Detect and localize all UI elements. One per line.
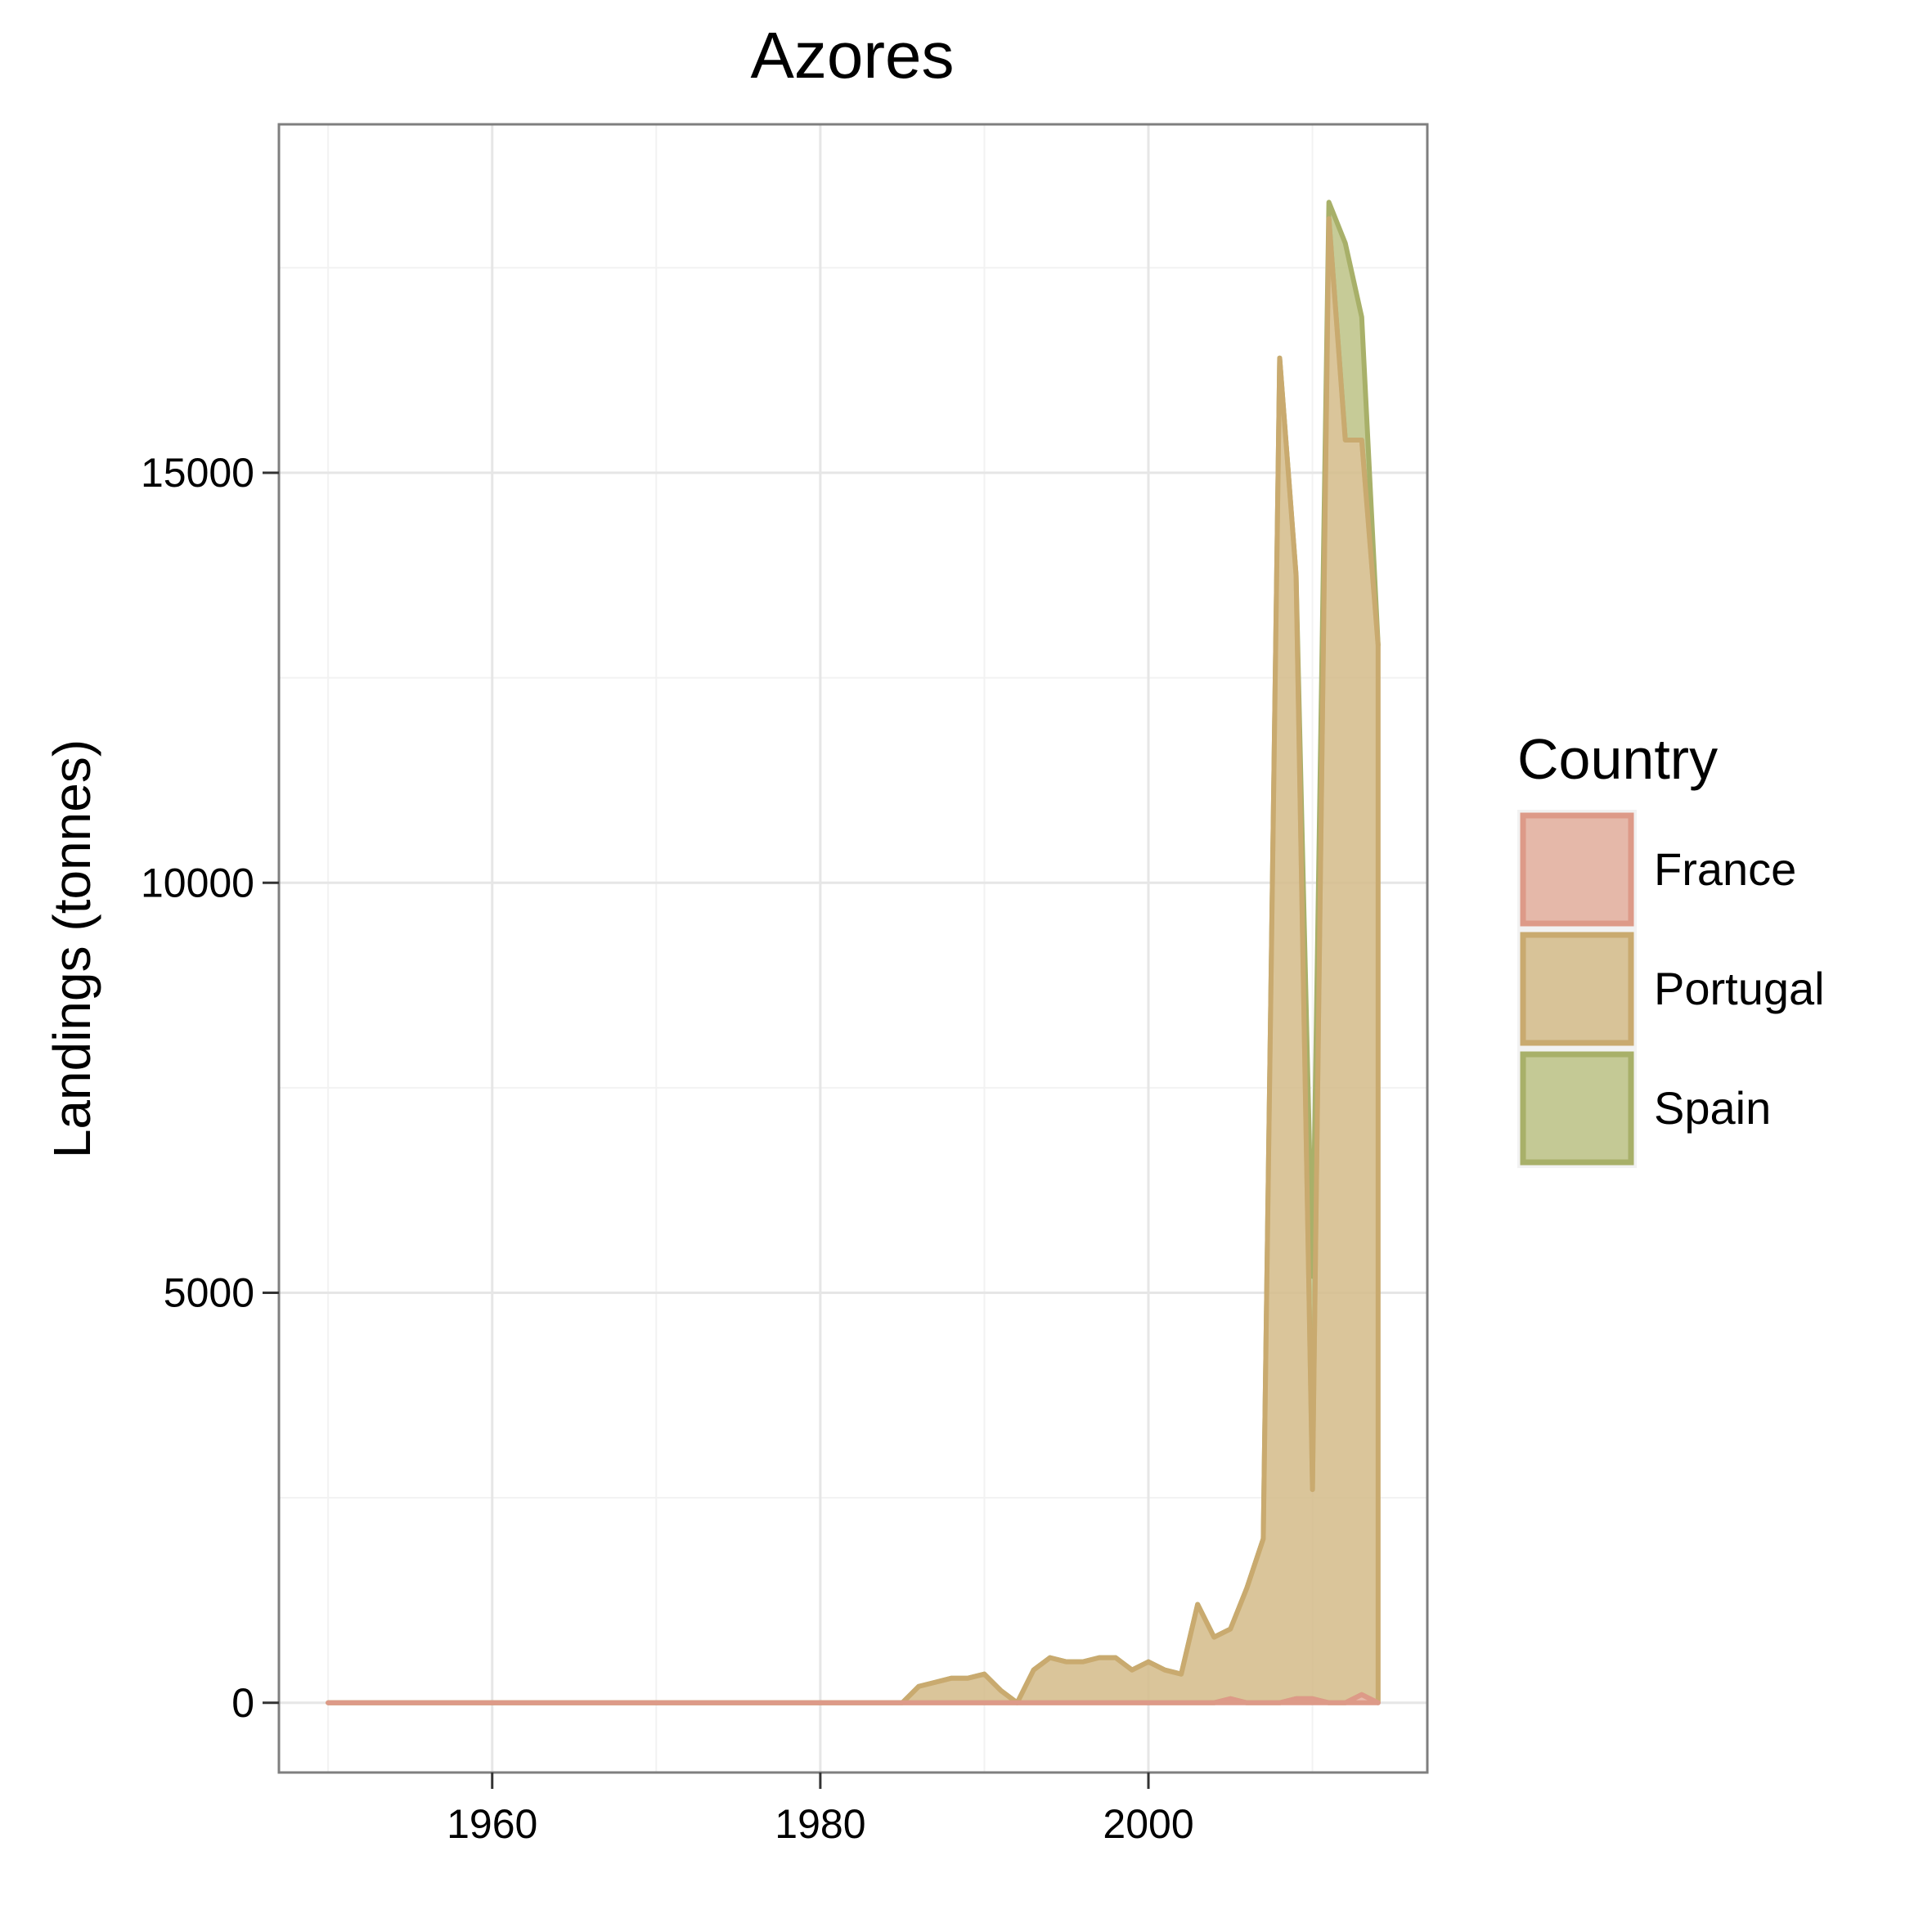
x-axis: 1960 1980 2000 xyxy=(447,1772,1194,1847)
y-tick-label: 10000 xyxy=(141,860,254,905)
x-tick-label: 1980 xyxy=(775,1801,865,1847)
legend: Country France Portugal Spain xyxy=(1517,727,1825,1168)
legend-key-portugal xyxy=(1520,932,1634,1046)
legend-label: Portugal xyxy=(1654,963,1825,1014)
legend-key-france xyxy=(1520,812,1634,927)
y-axis-label: Landings (tonnes) xyxy=(43,739,101,1158)
y-tick-label: 5000 xyxy=(164,1270,254,1316)
y-tick-label: 0 xyxy=(231,1680,254,1726)
plot-panel xyxy=(279,124,1427,1772)
y-tick-label: 15000 xyxy=(141,450,254,496)
series-area-france xyxy=(326,1692,1381,1705)
plot-border xyxy=(277,123,1429,1774)
x-tick-label: 1960 xyxy=(447,1801,537,1847)
x-tick-label: 2000 xyxy=(1103,1801,1193,1847)
series-areas xyxy=(326,200,1381,1705)
legend-label: Spain xyxy=(1654,1082,1771,1134)
chart-title: Azores xyxy=(751,19,955,92)
legend-title: Country xyxy=(1517,727,1718,791)
grid-lines xyxy=(279,124,1427,1772)
y-axis: 0 5000 10000 15000 xyxy=(141,450,279,1726)
legend-key-spain xyxy=(1520,1051,1634,1166)
legend-label: France xyxy=(1654,843,1796,895)
